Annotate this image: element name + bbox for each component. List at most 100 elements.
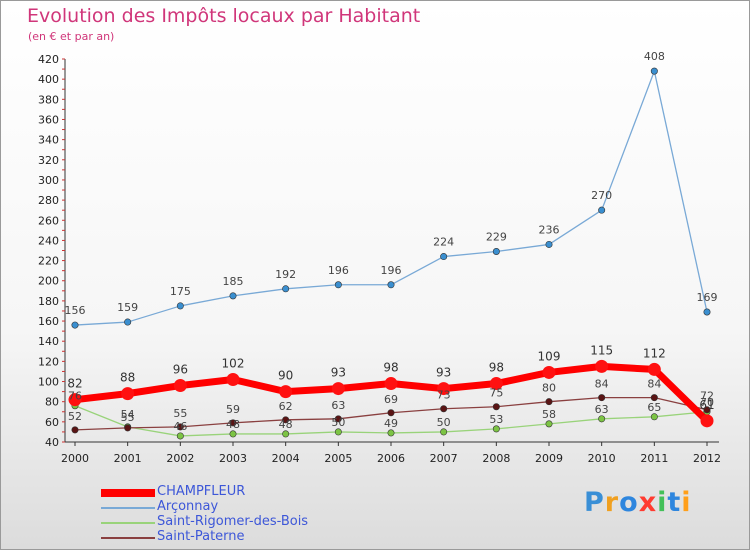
- data-point-champfleur: [331, 382, 345, 396]
- data-label-arc-onnay: 236: [539, 223, 560, 236]
- data-point-saint-rigomer-des-bois: [176, 432, 184, 440]
- data-label-saint-rigomer-des-bois: 53: [489, 413, 503, 426]
- logo-letter: o: [619, 487, 639, 518]
- legend-swatch-saint-rigomer-des-bois: [101, 522, 155, 524]
- y-tick-label: 360: [38, 113, 59, 126]
- data-label-saint-rigomer-des-bois: 49: [384, 417, 398, 430]
- data-point-champfleur: [279, 385, 293, 399]
- data-point-saint-paterne: [492, 403, 500, 411]
- data-point-saint-rigomer-des-bois: [229, 430, 237, 438]
- logo-letter: t: [667, 487, 682, 518]
- data-labels: 156 159 175 185 192 196 196 224 229 236 270 408 169 7…: [65, 50, 718, 433]
- data-point-saint-rigomer-des-bois: [387, 429, 395, 437]
- data-label-champfleur: 93: [436, 366, 451, 380]
- data-label-saint-rigomer-des-bois: 76: [68, 390, 82, 403]
- data-point-arc-onnay: [176, 302, 184, 310]
- data-point-saint-paterne: [387, 409, 395, 417]
- data-label-saint-rigomer-des-bois: 58: [542, 408, 556, 421]
- data-label-champfleur: 90: [278, 369, 293, 383]
- data-point-saint-paterne: [71, 426, 79, 434]
- y-tick-label: 100: [38, 376, 59, 389]
- y-tick-label: 80: [45, 396, 59, 409]
- data-label-arc-onnay: 229: [486, 231, 507, 244]
- legend-swatch-saint-paterne: [101, 537, 155, 539]
- data-label-saint-rigomer-des-bois: 70: [700, 396, 714, 409]
- data-label-arc-onnay: 270: [591, 189, 612, 202]
- data-label-saint-rigomer-des-bois: 63: [595, 403, 609, 416]
- data-label-arc-onnay: 159: [117, 301, 138, 314]
- y-tick-label: 320: [38, 154, 59, 167]
- data-point-saint-paterne: [282, 416, 290, 424]
- y-tick-label: 240: [38, 234, 59, 247]
- y-tick-label: 260: [38, 214, 59, 227]
- logo-letter: x: [638, 487, 658, 518]
- y-tick-label: 420: [38, 53, 59, 66]
- data-point-arc-onnay: [492, 248, 500, 256]
- data-point-champfleur: [68, 393, 82, 407]
- data-label-saint-paterne: 52: [68, 410, 82, 423]
- x-tick-label: 2007: [430, 452, 458, 465]
- data-point-arc-onnay: [387, 281, 395, 289]
- data-label-champfleur: 82: [67, 377, 82, 391]
- data-label-champfleur: 88: [120, 371, 135, 385]
- data-point-champfleur: [121, 387, 135, 401]
- series-lines: [68, 67, 714, 440]
- data-point-champfleur: [647, 362, 661, 376]
- legend-label-saint-rigomer-des-bois: Saint-Rigomer-des-Bois: [157, 514, 309, 529]
- legend-label-champfleur: CHAMPFLEUR: [157, 484, 246, 499]
- chart-title: Evolution des Impôts locaux par Habitant: [27, 5, 421, 27]
- logo-letter: P: [584, 487, 605, 518]
- data-point-saint-paterne: [598, 394, 606, 402]
- data-label-champfleur: 115: [590, 343, 613, 357]
- data-label-saint-rigomer-des-bois: 50: [331, 416, 345, 429]
- x-tick-label: 2003: [219, 452, 247, 465]
- x-tick-label: 2008: [482, 452, 510, 465]
- data-point-arc-onnay: [71, 321, 79, 329]
- data-point-saint-paterne: [229, 419, 237, 427]
- y-tick-label: 180: [38, 295, 59, 308]
- data-point-champfleur: [542, 365, 556, 379]
- data-point-saint-rigomer-des-bois: [440, 428, 448, 436]
- x-tick-label: 2001: [114, 452, 142, 465]
- data-point-champfleur: [226, 373, 240, 387]
- legend-label-saint-paterne: Saint-Paterne: [157, 529, 245, 544]
- data-label-saint-rigomer-des-bois: 55: [121, 411, 135, 424]
- data-point-arc-onnay: [334, 281, 342, 289]
- y-tick-label: 220: [38, 255, 59, 268]
- x-tick-label: 2002: [166, 452, 194, 465]
- data-label-champfleur: 109: [538, 349, 561, 363]
- x-tick-label: 2012: [693, 452, 721, 465]
- data-label-saint-paterne: 69: [384, 393, 398, 406]
- data-point-champfleur: [595, 359, 609, 373]
- data-label-saint-paterne: 84: [647, 378, 661, 391]
- data-label-saint-paterne: 72: [700, 390, 714, 403]
- data-label-arc-onnay: 185: [223, 275, 244, 288]
- data-point-champfleur: [700, 414, 714, 428]
- y-tick-labels: 40 60 80 100 120 140 160 180 200 220 240 260 280 300 3…: [38, 53, 59, 449]
- data-label-saint-rigomer-des-bois: 48: [226, 418, 240, 431]
- legend-label-arc-onnay: Arçonnay: [157, 499, 219, 514]
- logo-letter: i: [657, 487, 668, 518]
- data-point-saint-rigomer-des-bois: [334, 428, 342, 436]
- data-label-arc-onnay: 169: [697, 291, 718, 304]
- y-tick-label: 400: [38, 73, 59, 86]
- data-label-saint-paterne: 55: [173, 407, 187, 420]
- y-tick-label: 140: [38, 335, 59, 348]
- data-label-arc-onnay: 196: [328, 264, 349, 277]
- data-point-saint-paterne: [440, 405, 448, 413]
- chart-subtitle: (en € et par an): [28, 30, 115, 43]
- x-tick-label: 2004: [272, 452, 300, 465]
- data-label-arc-onnay: 408: [644, 50, 665, 63]
- y-tick-label: 120: [38, 355, 59, 368]
- data-point-saint-paterne: [176, 423, 184, 431]
- data-label-arc-onnay: 224: [433, 236, 454, 249]
- data-label-saint-paterne: 80: [542, 382, 556, 395]
- data-point-saint-paterne: [124, 424, 132, 432]
- data-label-champfleur: 98: [383, 361, 398, 375]
- data-label-saint-paterne: 54: [121, 408, 135, 421]
- y-tick-label: 40: [45, 436, 59, 449]
- x-tick-label: 2005: [324, 452, 352, 465]
- data-point-saint-paterne: [650, 394, 658, 402]
- data-point-champfleur: [173, 379, 187, 393]
